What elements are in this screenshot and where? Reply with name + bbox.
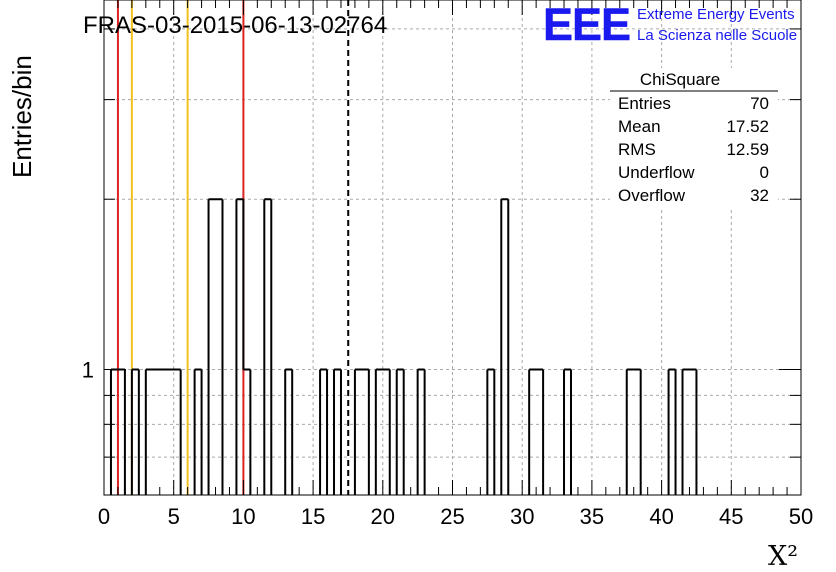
stats-value-entries: 70 [750,94,769,113]
histogram-bin [153,370,160,495]
stats-label-rms: RMS [618,140,656,159]
histogram-bin [355,370,362,495]
x-axis-label: X² [768,541,798,572]
y-tick-label: 1 [82,358,94,383]
histogram-bin [627,370,634,495]
histogram-bin [118,370,125,495]
logo-line-2: La Scienza nelle Scuole [637,27,797,44]
histogram-bin [209,199,216,495]
histogram [109,198,698,495]
stats-box: ChiSquare Entries 70 Mean 17.52 RMS 12.5… [610,68,778,210]
x-tick-label: 30 [510,504,534,529]
logo-line-1: Extreme Energy Events [637,6,795,23]
x-tick-label: 0 [98,504,110,529]
x-ticks: 0 5 10 15 20 25 30 35 40 45 50 [98,0,813,529]
y-ticks: 1 [82,28,801,458]
grid [104,0,801,495]
histogram-bin [111,370,118,495]
histogram-bin [216,199,223,495]
histogram-bin [174,370,181,495]
stats-label-entries: Entries [618,94,671,113]
stats-label-mean: Mean [618,117,661,136]
x-tick-label: 40 [649,504,673,529]
histogram-bin [418,370,425,495]
histogram-bin [669,370,676,495]
histogram-bin [501,199,508,495]
histogram-bin [285,370,292,495]
histogram-bin [529,370,536,495]
histogram-bin [689,370,696,495]
histogram-bin [397,370,404,495]
x-tick-label: 5 [168,504,180,529]
x-tick-label: 15 [301,504,325,529]
histogram-outline [109,198,698,495]
stats-box-background [610,68,778,210]
x-tick-label: 50 [789,504,813,529]
eee-logo: EEE Extreme Energy Events La Scienza nel… [543,0,797,50]
histogram-bin [146,370,153,495]
histogram-bin [536,370,543,495]
y-axis-label: Entries/bin [7,55,37,178]
x-tick-label: 20 [371,504,395,529]
histogram-bin [487,370,494,495]
chart-title: FRAS-03-2015-06-13-02764 [83,12,387,39]
stats-label-underflow: Underflow [618,163,695,182]
histogram-bin [320,370,327,495]
histogram-bin [167,370,174,495]
logo-text: EEE [543,0,630,50]
x-tick-label: 10 [231,504,255,529]
histogram-bin [264,199,271,495]
histogram-bin [334,370,341,495]
stats-value-overflow: 32 [750,186,769,205]
histogram-bin [132,370,139,495]
histogram-bin [243,370,250,495]
histogram-bin [362,370,369,495]
histogram-bin [160,370,167,495]
stats-value-mean: 17.52 [726,117,769,136]
histogram-bin [634,370,641,495]
histogram-bin [683,370,690,495]
x-tick-label: 25 [440,504,464,529]
histogram-bin [376,370,383,495]
histogram-bin [564,370,571,495]
x-tick-label: 45 [719,504,743,529]
stats-value-rms: 12.59 [726,140,769,159]
histogram-bin [383,370,390,495]
x-tick-label: 35 [580,504,604,529]
histogram-bin [236,199,243,495]
stats-label-overflow: Overflow [618,186,686,205]
stats-value-underflow: 0 [760,163,769,182]
histogram-bin [195,370,202,495]
stats-title: ChiSquare [640,70,720,89]
